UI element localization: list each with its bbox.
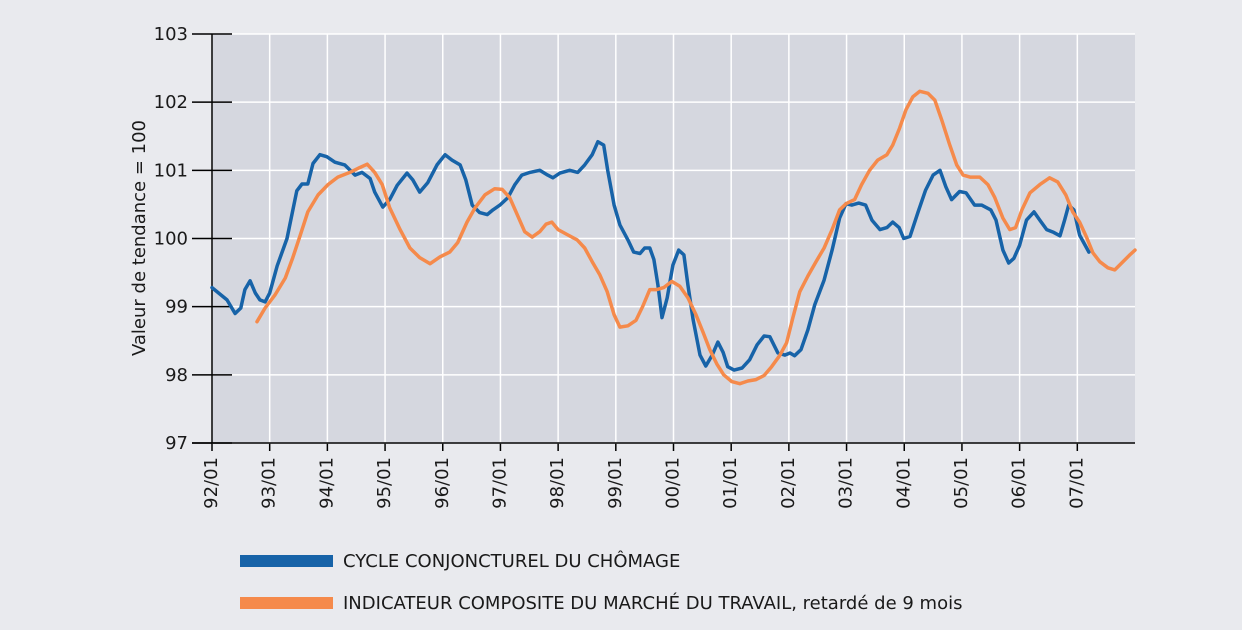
y-tick-label: 100	[154, 229, 188, 250]
legend-label: CYCLE CONJONCTUREL DU CHÔMAGE	[343, 550, 680, 572]
y-tick-label: 97	[165, 433, 188, 454]
x-tick-label: 94/01	[316, 457, 337, 509]
y-tick-label: 102	[154, 92, 188, 113]
y-tick-label: 99	[165, 297, 188, 318]
x-tick-label: 05/01	[951, 457, 972, 509]
x-tick-label: 97/01	[489, 457, 510, 509]
x-tick-label: 00/01	[663, 457, 684, 509]
x-tick-label: 01/01	[720, 457, 741, 509]
legend-label: INDICATEUR COMPOSITE DU MARCHÉ DU TRAVAI…	[343, 592, 962, 614]
x-tick-label: 04/01	[893, 457, 914, 509]
x-tick-label: 99/01	[605, 457, 626, 509]
y-axis-label: Valeur de tendance = 100	[129, 120, 150, 356]
y-tick-label: 98	[165, 365, 188, 386]
y-tick-label: 103	[154, 24, 188, 45]
x-tick-label: 98/01	[547, 457, 568, 509]
y-tick-label: 101	[154, 160, 188, 181]
x-tick-label: 93/01	[259, 457, 280, 509]
legend-swatch	[240, 555, 333, 567]
x-tick-label: 02/01	[778, 457, 799, 509]
x-tick-label: 06/01	[1009, 457, 1030, 509]
x-tick-label: 92/01	[201, 457, 222, 509]
x-tick-label: 03/01	[836, 457, 857, 509]
series-line	[255, 89, 1137, 386]
legend-swatch	[240, 597, 333, 609]
x-tick-label: 95/01	[374, 457, 395, 509]
series-line	[210, 139, 1091, 372]
x-tick-label: 07/01	[1066, 457, 1087, 509]
x-tick-label: 96/01	[432, 457, 453, 509]
